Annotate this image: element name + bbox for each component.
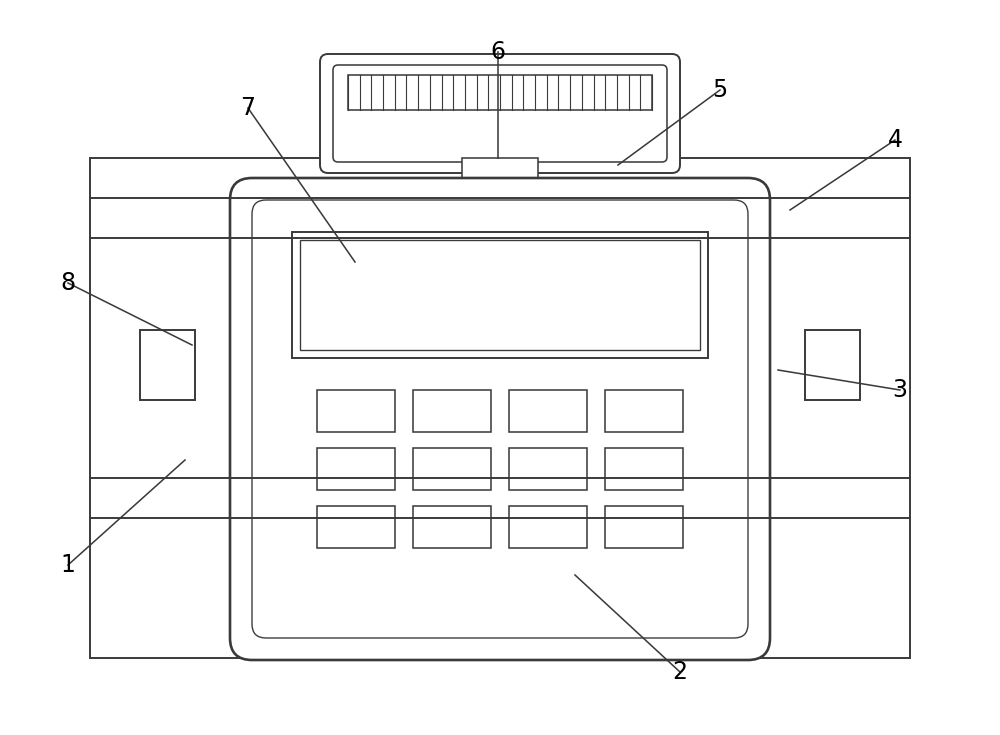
Bar (605, 506, 683, 548)
Bar (605, 448, 683, 490)
Bar (462, 158, 538, 185)
Bar (348, 75, 652, 110)
Text: 1: 1 (61, 553, 75, 577)
FancyBboxPatch shape (230, 178, 770, 660)
Bar (317, 506, 395, 548)
Bar (509, 390, 587, 432)
Text: 3: 3 (893, 378, 908, 402)
Text: 5: 5 (712, 78, 728, 102)
Bar (90, 158, 910, 658)
Bar (317, 390, 395, 432)
Text: 6: 6 (490, 40, 506, 64)
Bar (317, 448, 395, 490)
Text: 7: 7 (240, 96, 256, 120)
Bar (413, 390, 491, 432)
Bar (805, 330, 860, 400)
Bar (300, 240, 700, 350)
Text: 2: 2 (672, 660, 688, 684)
Bar (140, 330, 195, 400)
FancyBboxPatch shape (252, 200, 748, 638)
Bar (605, 390, 683, 432)
FancyBboxPatch shape (320, 54, 680, 173)
Bar (413, 448, 491, 490)
Text: 8: 8 (60, 271, 76, 295)
Bar (413, 506, 491, 548)
Bar (509, 506, 587, 548)
Bar (292, 232, 708, 358)
Text: 4: 4 (888, 128, 902, 152)
FancyBboxPatch shape (333, 65, 667, 162)
Bar (509, 448, 587, 490)
